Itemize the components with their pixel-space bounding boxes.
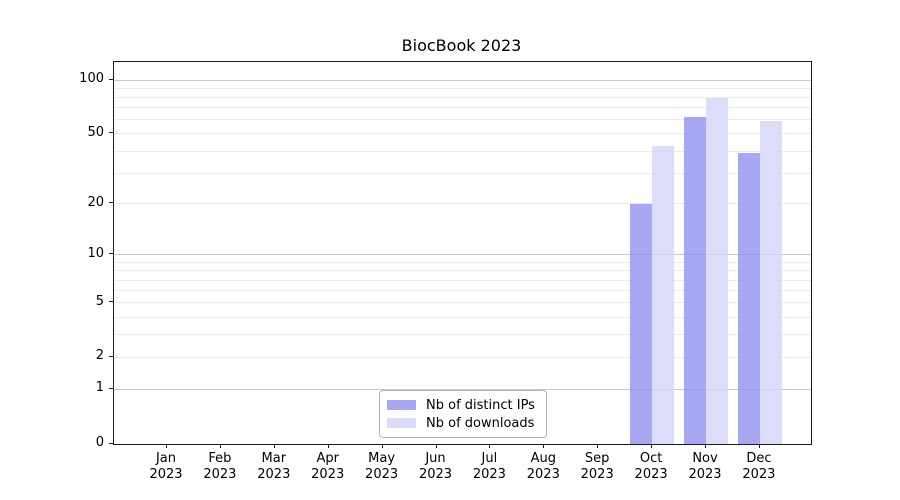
y-tick-mark: [109, 78, 113, 80]
y-tick-mark: [109, 301, 113, 303]
bar-downloads: [706, 98, 728, 444]
y-tick-mark: [109, 387, 113, 389]
y-gridline-minor: [114, 107, 811, 109]
x-tick-label-year: 2023: [365, 466, 399, 482]
x-tick-label-year: 2023: [149, 466, 183, 482]
legend-swatch-downloads: [387, 418, 416, 428]
x-tick-label-year: 2023: [526, 466, 560, 482]
legend-entry-downloads: Nb of downloads: [386, 414, 540, 432]
x-tick-label: Sep 2023: [567, 451, 627, 482]
bar-distinct-ips: [737, 153, 760, 444]
x-tick-label-year: 2023: [688, 466, 722, 482]
y-gridline-minor: [114, 150, 811, 152]
y-gridline-major: [114, 254, 811, 256]
x-tick-mark: [273, 444, 275, 448]
y-gridline-minor: [114, 279, 811, 281]
x-tick-mark: [166, 444, 167, 448]
x-tick-label: Dec 2023: [729, 451, 789, 482]
x-tick-label: Feb 2023: [190, 451, 250, 482]
x-tick-label: Nov 2023: [675, 451, 735, 482]
x-tick-label: Oct 2023: [621, 451, 681, 482]
x-tick-mark: [381, 444, 383, 448]
y-tick-mark: [109, 442, 113, 444]
y-gridline-minor: [114, 334, 811, 336]
y-tick-label: 2: [95, 348, 104, 364]
legend-label-distinct-ips: Nb of distinct IPs: [426, 397, 535, 413]
x-tick-mark: [435, 444, 437, 448]
y-gridline-major: [114, 79, 811, 81]
y-gridline-major: [114, 388, 811, 390]
plot-area: Nb of distinct IPs Nb of downloads: [113, 61, 812, 445]
y-gridline-minor: [114, 87, 811, 89]
y-tick-mark: [109, 202, 113, 204]
x-tick-mark: [597, 444, 599, 448]
x-tick-mark: [327, 444, 329, 448]
y-tick-label: 0: [95, 435, 104, 450]
x-tick-label-year: 2023: [203, 466, 237, 482]
y-tick-label: 50: [87, 124, 104, 140]
y-gridline-minor: [114, 96, 811, 98]
y-gridline-minor: [114, 203, 811, 205]
bar-distinct-ips: [684, 117, 706, 444]
y-gridline-minor: [114, 261, 811, 263]
x-tick-label-year: 2023: [418, 466, 453, 482]
y-gridline-minor: [114, 356, 811, 358]
bar-distinct-ips: [630, 203, 653, 444]
x-tick-mark: [219, 444, 221, 448]
y-tick-label: 5: [95, 293, 104, 309]
y-tick-mark: [109, 253, 113, 255]
legend: Nb of distinct IPs Nb of downloads: [379, 390, 547, 438]
x-tick-label: May 2023: [352, 451, 412, 482]
y-gridline-minor: [114, 119, 811, 121]
x-tick-label: Jan 2023: [136, 451, 196, 482]
x-tick-label-year: 2023: [742, 466, 776, 482]
y-tick-label: 20: [87, 194, 104, 210]
x-tick-mark: [543, 444, 545, 448]
y-gridline-minor: [114, 270, 811, 272]
y-tick-label: 100: [79, 71, 104, 87]
y-gridline-minor: [114, 302, 811, 304]
x-tick-label-year: 2023: [257, 466, 291, 482]
x-tick-label-year: 2023: [634, 466, 668, 482]
x-tick-mark: [651, 444, 653, 448]
chart-title: BiocBook 2023: [401, 36, 522, 55]
y-tick-mark: [109, 132, 113, 134]
x-tick-label: Aug 2023: [513, 451, 573, 482]
x-tick-label: Apr 2023: [298, 451, 358, 482]
y-gridline-minor: [114, 133, 811, 135]
x-tick-label: Jul 2023: [459, 451, 519, 482]
x-tick-mark: [705, 444, 706, 448]
y-tick-mark: [109, 355, 113, 357]
legend-swatch-distinct-ips: [387, 400, 416, 410]
bar-downloads: [652, 145, 675, 444]
bar-downloads: [759, 121, 782, 444]
y-tick-label: 10: [87, 245, 104, 261]
legend-label-downloads: Nb of downloads: [426, 415, 535, 431]
x-tick-mark: [758, 444, 760, 448]
y-tick-label: 1: [95, 380, 104, 396]
x-tick-label: Mar 2023: [244, 451, 304, 482]
x-tick-label-year: 2023: [311, 466, 345, 482]
y-gridline-minor: [114, 290, 811, 292]
y-gridline-minor: [114, 316, 811, 318]
x-tick-mark: [489, 444, 491, 448]
legend-entry-distinct-ips: Nb of distinct IPs: [386, 396, 540, 414]
y-gridline-minor: [114, 172, 811, 174]
x-tick-label-year: 2023: [580, 466, 614, 482]
x-tick-label-year: 2023: [472, 466, 506, 482]
x-tick-label: Jun 2023: [406, 451, 466, 482]
